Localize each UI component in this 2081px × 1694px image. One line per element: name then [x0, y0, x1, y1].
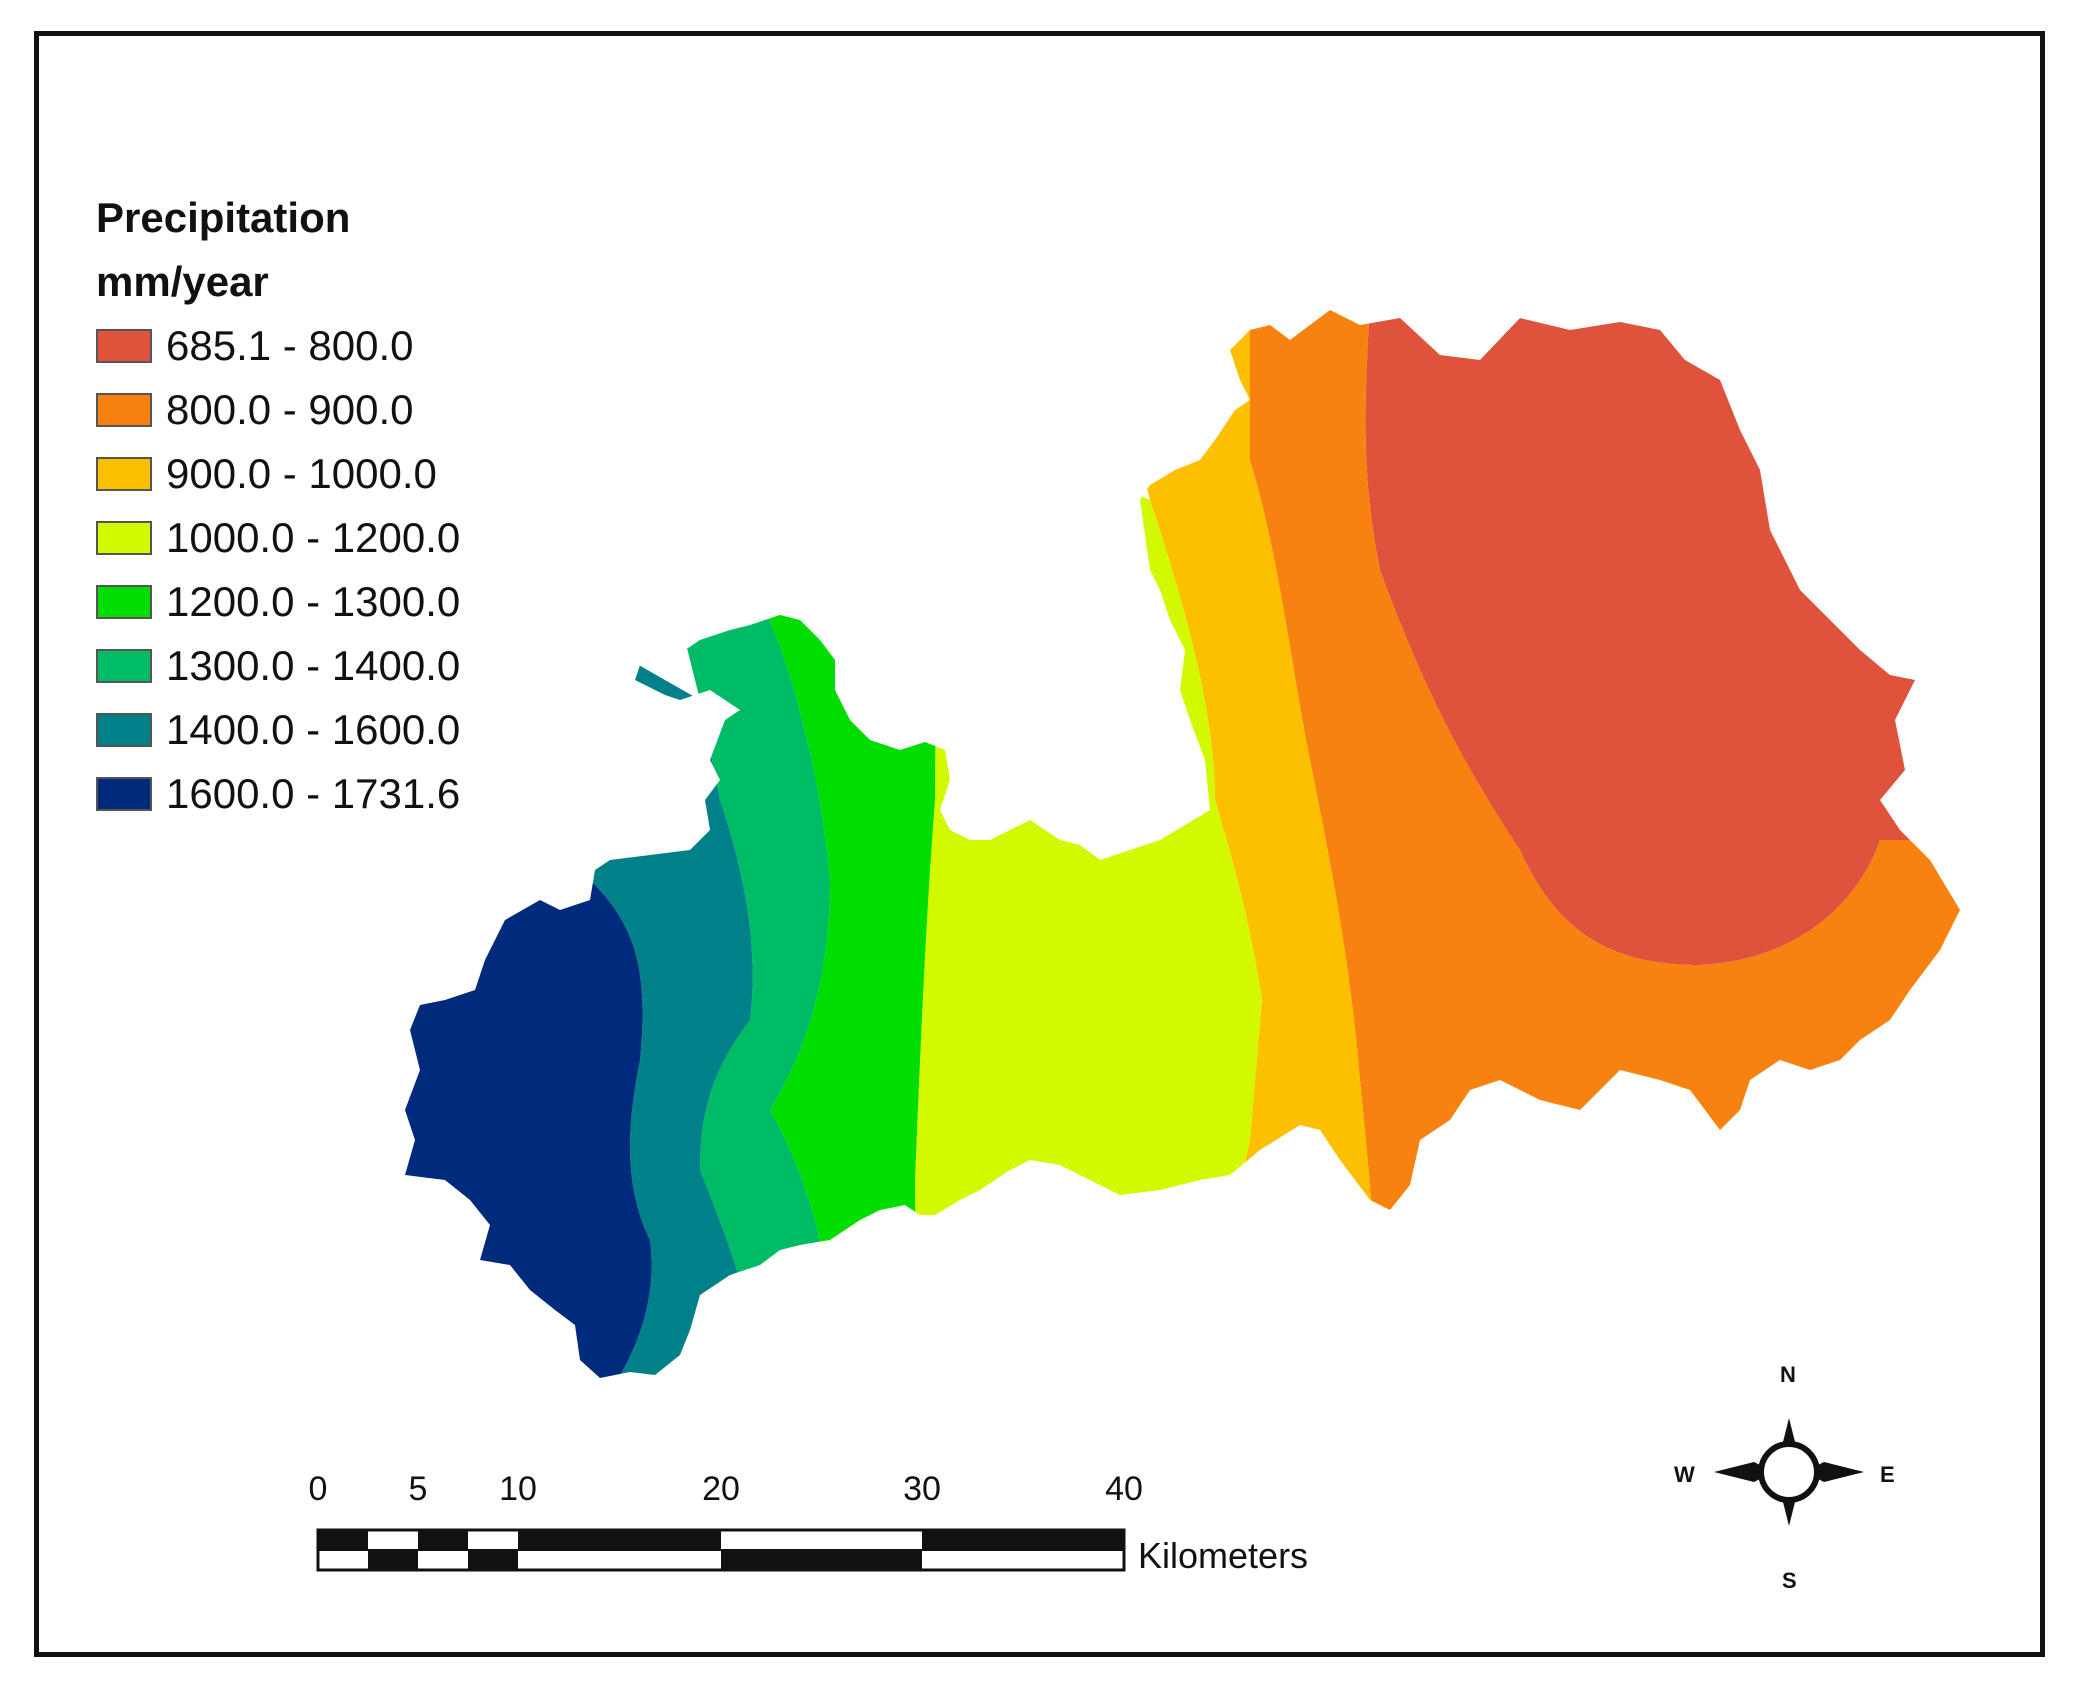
scale-tick-label: 20 [702, 1470, 740, 1508]
legend-title: Precipitation [96, 194, 351, 241]
legend-label: 1000.0 - 1200.0 [166, 514, 461, 561]
compass-rose [1714, 1418, 1864, 1526]
legend-item: 1000.0 - 1200.0 [96, 506, 556, 570]
legend-label: 685.1 - 800.0 [166, 322, 414, 369]
compass-west-arrow [1714, 1462, 1766, 1482]
scale-tick-label: 40 [1105, 1470, 1143, 1508]
legend-label: 1400.0 - 1600.0 [166, 706, 461, 753]
legend-label: 1600.0 - 1731.6 [166, 770, 461, 817]
legend-label: 800.0 - 900.0 [166, 386, 414, 433]
scale-seg-bottom-2 [368, 1550, 418, 1570]
legend-item: 1200.0 - 1300.0 [96, 570, 556, 634]
scale-seg-top-7 [922, 1530, 1124, 1550]
scale-units-label: Kilometers [1138, 1535, 1309, 1576]
map-legend: Precipitation mm/year 685.1 - 800.0 800.… [96, 186, 556, 826]
scale-tick-label: 30 [903, 1470, 941, 1508]
legend-label: 1300.0 - 1400.0 [166, 642, 461, 689]
legend-item: 1300.0 - 1400.0 [96, 634, 556, 698]
legend-units: mm/year [96, 258, 269, 305]
scale-seg-top-1 [318, 1530, 368, 1550]
scale-bar [316, 1528, 1126, 1572]
scale-tick-label: 5 [408, 1470, 428, 1508]
scale-seg-top-3 [418, 1530, 468, 1550]
legend-swatch [96, 649, 152, 683]
legend-item: 800.0 - 900.0 [96, 378, 556, 442]
legend-swatch [96, 713, 152, 747]
legend-label: 1200.0 - 1300.0 [166, 578, 461, 625]
legend-swatch [96, 777, 152, 811]
scale-seg-bottom-6 [721, 1550, 922, 1570]
legend-swatch [96, 585, 152, 619]
zone-1300-1400 [650, 500, 833, 1378]
scale-seg-bottom-4 [468, 1550, 518, 1570]
legend-swatch [96, 457, 152, 491]
legend-item: 1400.0 - 1600.0 [96, 698, 556, 762]
legend-item: 1600.0 - 1731.6 [96, 762, 556, 826]
legend-label: 900.0 - 1000.0 [166, 450, 437, 497]
scale-tick-label: 0 [308, 1470, 328, 1508]
scale-seg-top-5 [518, 1530, 721, 1550]
compass-west-label: W [1674, 1462, 1695, 1487]
compass-east-arrow [1812, 1462, 1864, 1482]
compass-east-label: E [1880, 1462, 1895, 1487]
compass-circle [1758, 1441, 1820, 1503]
legend-swatch [96, 393, 152, 427]
legend-swatch [96, 521, 152, 555]
legend-item: 900.0 - 1000.0 [96, 442, 556, 506]
compass-south-label: S [1782, 1568, 1797, 1593]
zone-1600-1731 [405, 800, 652, 1378]
legend-swatch [96, 329, 152, 363]
compass-north-label: N [1780, 1362, 1796, 1387]
scale-tick-label: 10 [499, 1470, 537, 1508]
legend-item: 685.1 - 800.0 [96, 314, 556, 378]
